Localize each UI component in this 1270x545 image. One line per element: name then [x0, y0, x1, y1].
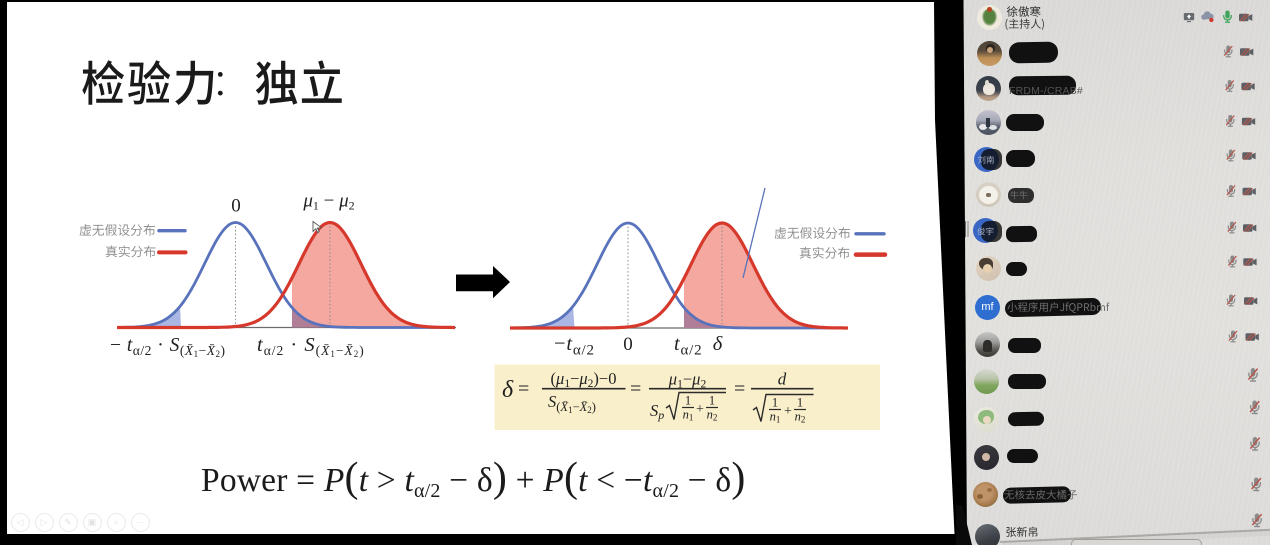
svg-text:Sp: Sp	[650, 401, 664, 422]
svg-text:−tα/2: −tα/2	[554, 333, 595, 359]
svg-text:0: 0	[623, 334, 633, 355]
svg-text:d: d	[778, 370, 787, 389]
svg-text:=: =	[518, 378, 529, 400]
svg-text:Power = P(t > tα/2 − δ) + P(t: Power = P(t > tα/2 − δ) + P(t < −tα/2 − …	[201, 455, 746, 502]
svg-text:δ: δ	[713, 333, 723, 355]
svg-text:S(X̄1−X̄2): S(X̄1−X̄2)	[548, 392, 596, 415]
svg-text:0: 0	[231, 196, 241, 217]
svg-text:μ1 − μ2: μ1 − μ2	[302, 191, 354, 213]
svg-text:(μ1−μ2)−0: (μ1−μ2)−0	[551, 369, 617, 390]
svg-text:1: 1	[709, 394, 715, 408]
svg-text:μ1−μ2: μ1−μ2	[668, 370, 707, 391]
svg-text:n2: n2	[707, 408, 718, 423]
svg-text:+: +	[696, 402, 704, 417]
svg-text:n1: n1	[683, 408, 694, 423]
svg-text:tα/2: tα/2	[674, 333, 702, 359]
svg-text:=: =	[630, 378, 641, 400]
svg-text:+: +	[784, 404, 792, 419]
svg-text:=: =	[734, 378, 745, 400]
svg-text:1: 1	[685, 394, 691, 408]
svg-text:tα/2 · S(X̄1−X̄2): tα/2 · S(X̄1−X̄2)	[257, 334, 365, 359]
svg-text:1: 1	[797, 396, 803, 410]
svg-text:n2: n2	[795, 410, 806, 425]
svg-text:1: 1	[772, 396, 778, 410]
svg-text:− tα/2 · S(X̄1−X̄2): − tα/2 · S(X̄1−X̄2)	[110, 335, 226, 359]
svg-text:n1: n1	[770, 410, 781, 425]
svg-text:δ: δ	[502, 377, 514, 403]
